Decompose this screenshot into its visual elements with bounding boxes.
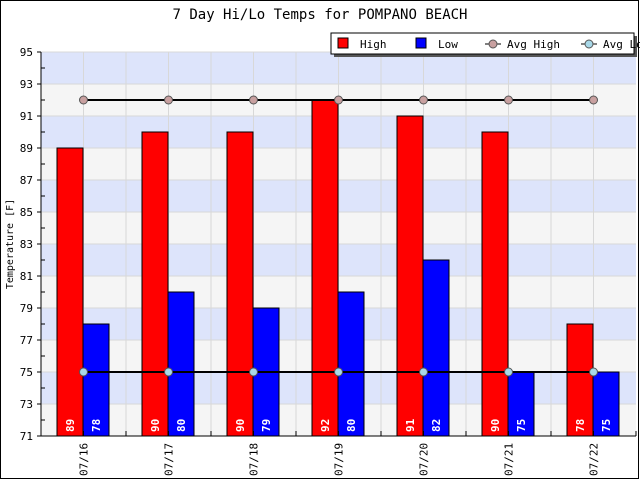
point-avg-low <box>164 367 173 377</box>
y-tick-label: 87 <box>20 174 33 187</box>
bar-value-label: 89 <box>64 419 77 432</box>
bar-high <box>226 131 254 437</box>
point-avg-high <box>334 95 343 105</box>
point-avg-high <box>419 95 428 105</box>
bar-high <box>141 131 169 437</box>
y-tick-label: 83 <box>20 238 33 251</box>
x-tick-label: 07/17 <box>163 443 176 476</box>
legend-box <box>330 32 635 55</box>
point-avg-high <box>79 95 88 105</box>
legend-label-avg-low: Avg Low <box>603 38 640 51</box>
bar-value-label: 90 <box>149 419 162 432</box>
point-avg-low <box>334 367 343 377</box>
y-tick-label: 73 <box>20 398 33 411</box>
bar-high <box>56 147 84 437</box>
bar-value-label: 75 <box>515 419 528 432</box>
bar-value-label: 91 <box>404 418 417 432</box>
y-tick-label: 95 <box>20 46 33 59</box>
bar-value-label: 92 <box>319 419 332 432</box>
bar-high <box>311 99 339 437</box>
bar-value-label: 78 <box>90 419 103 432</box>
legend-marker-avg-high <box>488 39 498 49</box>
point-avg-high <box>164 95 173 105</box>
y-tick-label: 93 <box>20 78 33 91</box>
point-avg-low <box>79 367 88 377</box>
bar-low <box>422 259 450 437</box>
x-tick-label: 07/21 <box>503 443 516 476</box>
chart-title: 7 Day Hi/Lo Temps for POMPANO BEACH <box>172 7 467 23</box>
bar-high <box>566 323 594 437</box>
y-tick-label: 79 <box>20 302 33 315</box>
legend-swatch-low <box>415 37 427 49</box>
point-avg-high <box>504 95 513 105</box>
x-tick-label: 07/16 <box>78 443 91 476</box>
bar-value-label: 78 <box>574 419 587 432</box>
legend-label-low: Low <box>438 38 458 51</box>
x-tick-label: 07/22 <box>588 443 601 476</box>
bar-value-label: 82 <box>430 419 443 432</box>
point-avg-high <box>249 95 258 105</box>
bar-value-label: 75 <box>600 419 613 432</box>
y-axis-label: Temperature [F] <box>5 199 16 289</box>
bar-low <box>337 291 365 437</box>
y-tick-label: 71 <box>20 430 33 443</box>
x-tick-label: 07/19 <box>333 443 346 476</box>
bar-high <box>396 115 424 437</box>
y-tick-label: 91 <box>20 110 33 123</box>
bar-low <box>82 323 110 437</box>
bar-value-label: 80 <box>175 419 188 432</box>
y-tick-label: 81 <box>20 270 33 283</box>
point-avg-low <box>504 367 513 377</box>
y-tick-label: 75 <box>20 366 33 379</box>
point-avg-low <box>249 367 258 377</box>
bar-value-label: 79 <box>260 419 273 432</box>
legend-label-avg-high: Avg High <box>507 38 560 51</box>
x-tick-label: 07/20 <box>418 443 431 476</box>
point-avg-low <box>589 367 598 377</box>
legend-marker-avg-low <box>584 39 594 49</box>
bar-value-label: 90 <box>234 419 247 432</box>
bar-high <box>481 131 509 437</box>
x-tick-label: 07/18 <box>248 443 261 476</box>
bar-low <box>167 291 195 437</box>
legend-swatch-high <box>337 37 349 49</box>
y-tick-label: 89 <box>20 142 33 155</box>
bar-value-label: 80 <box>345 419 358 432</box>
point-avg-low <box>419 367 428 377</box>
y-tick-label: 77 <box>20 334 33 347</box>
point-avg-high <box>589 95 598 105</box>
legend-label-high: High <box>360 38 387 51</box>
y-tick-label: 85 <box>20 206 33 219</box>
bar-value-label: 90 <box>489 419 502 432</box>
legend: High Low Avg High Avg Low <box>330 32 640 57</box>
